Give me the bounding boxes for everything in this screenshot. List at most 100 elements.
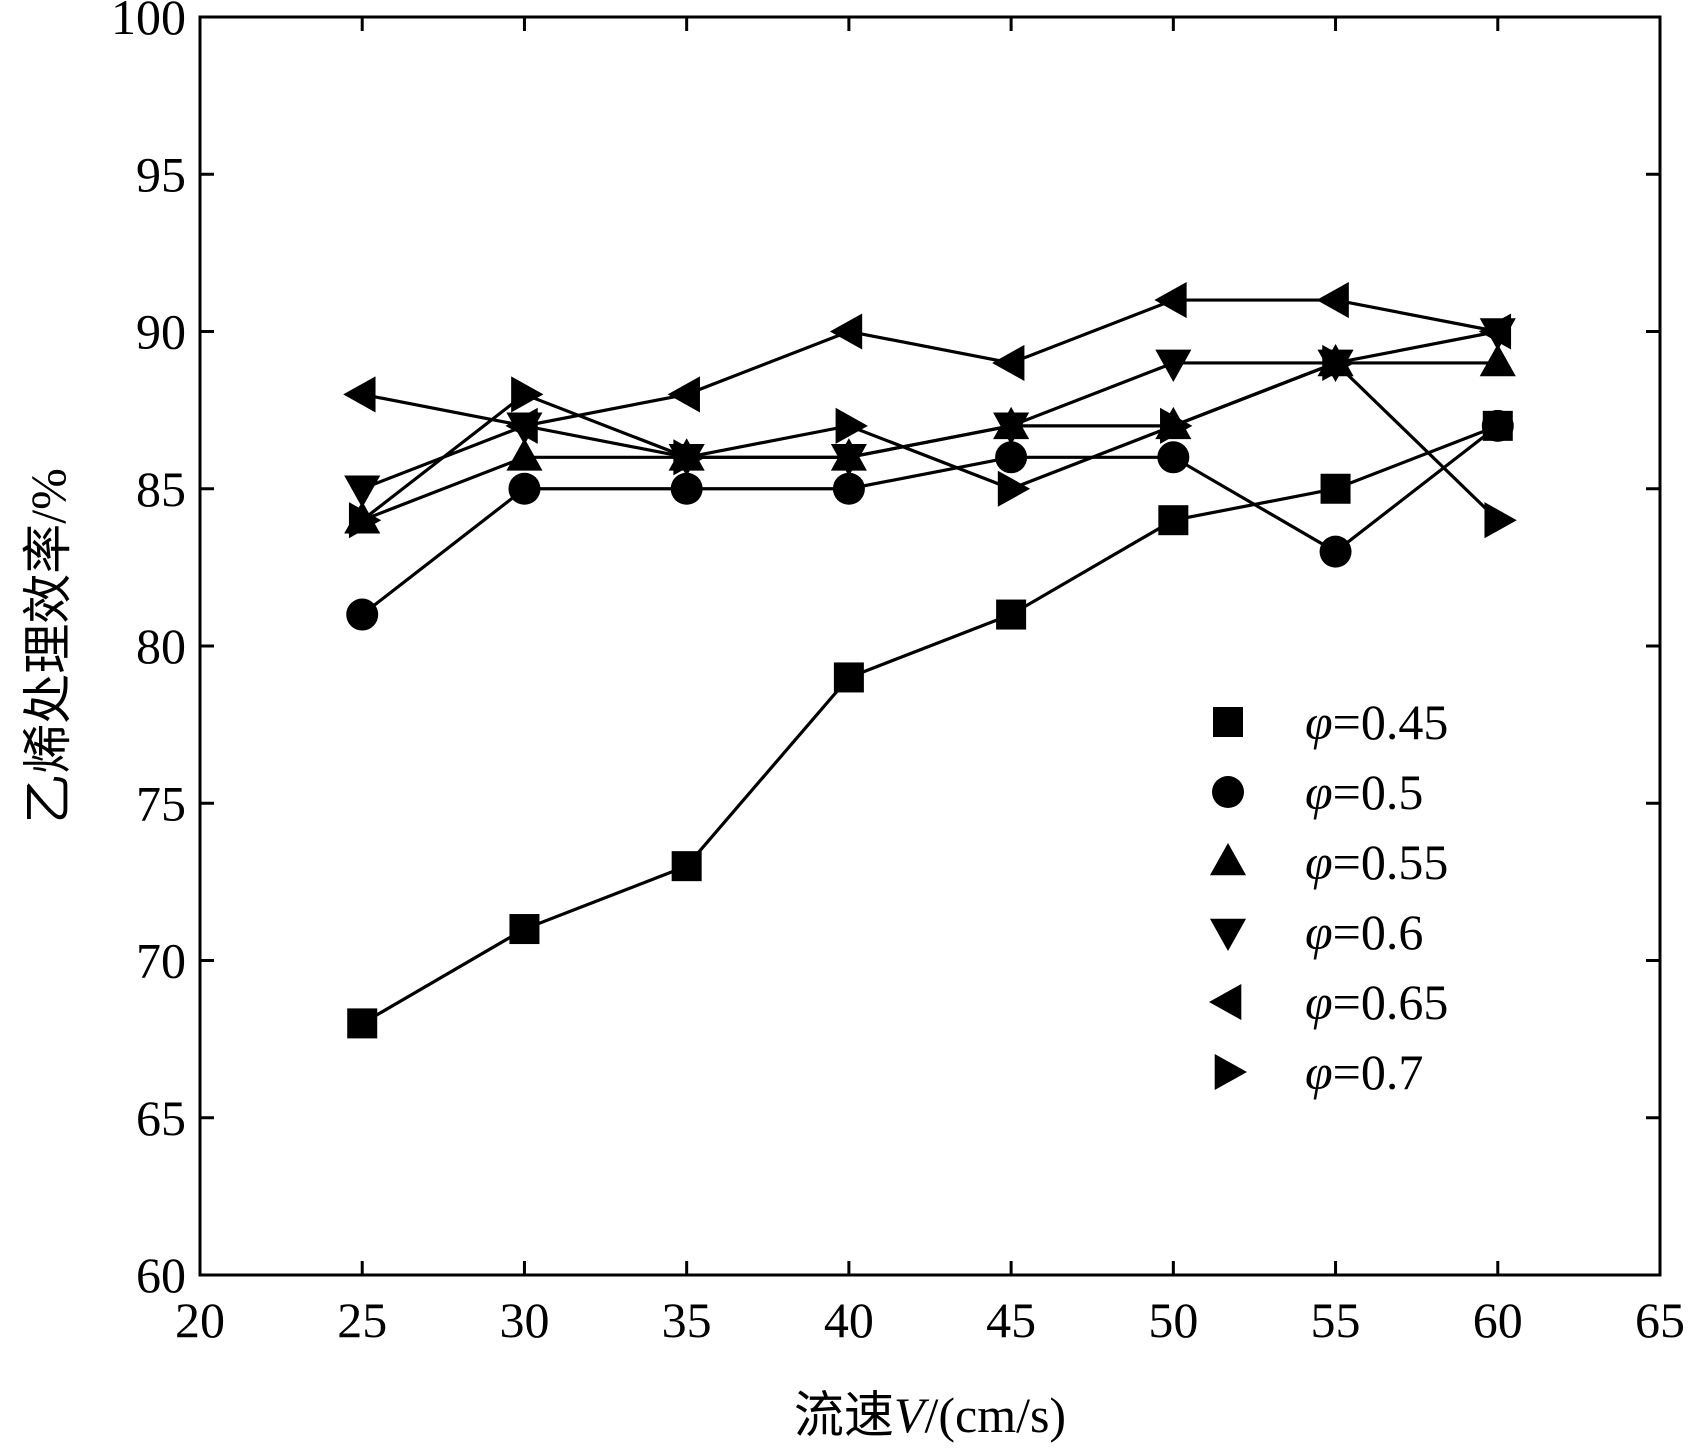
legend-label: φ=0.6 (1305, 904, 1423, 960)
series-square (347, 410, 1513, 1039)
data-point-triangle-right (511, 376, 544, 413)
data-point-circle (832, 472, 865, 505)
legend-label: φ=0.5 (1305, 764, 1423, 820)
legend-label: φ=0.65 (1305, 974, 1448, 1030)
x-tick-label: 55 (1311, 1292, 1361, 1348)
data-point-triangle-down (993, 412, 1030, 445)
series-circle (346, 409, 1514, 631)
legend-symbol: φ (1305, 904, 1333, 960)
data-point-circle (1481, 409, 1514, 442)
x-axis-title-prefix: 流速 (794, 1387, 894, 1443)
x-tick-label: 60 (1473, 1292, 1523, 1348)
data-point-triangle-right (1160, 407, 1193, 444)
legend-marker-square (1213, 707, 1243, 737)
series-triangle-left (343, 282, 1512, 444)
legend-symbol: φ (1305, 834, 1333, 890)
legend-item: φ=0.5 (1212, 764, 1423, 820)
data-point-circle (1319, 535, 1352, 568)
y-tick-label: 85 (136, 461, 186, 517)
data-point-triangle-right (1322, 344, 1355, 381)
data-point-circle (508, 472, 541, 505)
y-tick-label: 70 (136, 933, 186, 989)
x-tick-label: 30 (499, 1292, 549, 1348)
y-tick-label: 95 (136, 146, 186, 202)
legend-marker-triangle-down (1209, 918, 1247, 951)
x-tick-label: 50 (1148, 1292, 1198, 1348)
data-point-circle (670, 472, 703, 505)
axis-ticks (198, 15, 1662, 1277)
legend-symbol: φ (1305, 974, 1333, 1030)
x-tick-label: 25 (337, 1292, 387, 1348)
data-point-circle (995, 441, 1028, 474)
data-point-square (509, 914, 540, 945)
series-line (361, 329, 1499, 491)
legend-symbol: φ (1305, 764, 1333, 820)
legend: φ=0.45φ=0.5φ=0.55φ=0.6φ=0.65φ=0.7 (1209, 694, 1448, 1100)
data-point-triangle-down (1155, 349, 1192, 382)
data-point-triangle-right (348, 502, 382, 539)
legend-symbol: φ (1305, 694, 1333, 750)
y-tick-label: 80 (136, 618, 186, 674)
data-point-circle (346, 598, 379, 631)
legend-label: φ=0.7 (1305, 1044, 1423, 1100)
series-line (361, 298, 1499, 428)
x-tick-label: 65 (1635, 1292, 1685, 1348)
x-axis-title-suffix: /(cm/s) (924, 1387, 1066, 1443)
series-line (361, 424, 1499, 1025)
data-point-square (833, 662, 864, 693)
data-point-triangle-left (505, 407, 538, 444)
data-point-triangle-left (992, 344, 1025, 381)
legend-symbol: φ (1305, 1044, 1333, 1100)
data-point-square (347, 1008, 378, 1039)
series-layer (343, 282, 1517, 1039)
y-tick-label: 60 (136, 1247, 186, 1303)
legend-marker-circle (1212, 776, 1244, 808)
legend-item: φ=0.55 (1209, 834, 1448, 890)
data-point-square (1320, 473, 1351, 504)
tick-labels: 20 25 30 35 40 45 50 55 60 65 60 65 70 75 80 85 90 95 100 (111, 0, 1685, 1348)
legend-value: =0.6 (1333, 904, 1424, 960)
x-axis-title: 流速V/(cm/s) (794, 1387, 1066, 1443)
legend-value: =0.5 (1333, 764, 1424, 820)
data-point-circle (1157, 441, 1190, 474)
data-point-triangle-up (506, 438, 543, 471)
series-line (361, 424, 1499, 616)
legend-value: =0.45 (1333, 694, 1449, 750)
data-point-square (671, 851, 702, 882)
legend-value: =0.7 (1333, 1044, 1424, 1100)
data-point-triangle-left (343, 376, 376, 413)
x-tick-label: 20 (175, 1292, 225, 1348)
data-point-triangle-up (1479, 343, 1516, 377)
data-point-triangle-right (1484, 502, 1517, 539)
data-point-triangle-right (673, 439, 706, 476)
legend-item: φ=0.7 (1214, 1044, 1423, 1100)
series-line (361, 361, 1499, 522)
data-point-triangle-left (1478, 313, 1512, 350)
legend-label: φ=0.45 (1305, 694, 1448, 750)
legend-marker-triangle-up (1209, 843, 1247, 876)
data-point-triangle-right (997, 470, 1031, 507)
data-point-triangle-left (1316, 282, 1349, 319)
y-tick-label: 90 (136, 304, 186, 360)
y-tick-label: 65 (136, 1090, 186, 1146)
data-point-square (1158, 505, 1189, 536)
legend-label: φ=0.55 (1305, 834, 1448, 890)
legend-value: =0.65 (1333, 974, 1449, 1030)
legend-marker-triangle-right (1214, 1053, 1247, 1091)
y-axis-title: 乙烯处理效率/% (20, 468, 76, 824)
legend-item: φ=0.65 (1209, 974, 1448, 1030)
x-tick-label: 40 (824, 1292, 874, 1348)
data-point-triangle-down (344, 475, 381, 508)
legend-item: φ=0.45 (1213, 694, 1448, 750)
legend-value: =0.55 (1333, 834, 1449, 890)
series-triangle-right (348, 344, 1517, 539)
x-tick-label: 45 (986, 1292, 1036, 1348)
legend-marker-triangle-left (1209, 983, 1242, 1021)
data-point-triangle-left (667, 376, 700, 413)
data-point-triangle-left (1154, 282, 1187, 319)
x-tick-label: 35 (662, 1292, 712, 1348)
data-point-triangle-right (835, 407, 868, 444)
data-point-triangle-down (830, 444, 867, 477)
